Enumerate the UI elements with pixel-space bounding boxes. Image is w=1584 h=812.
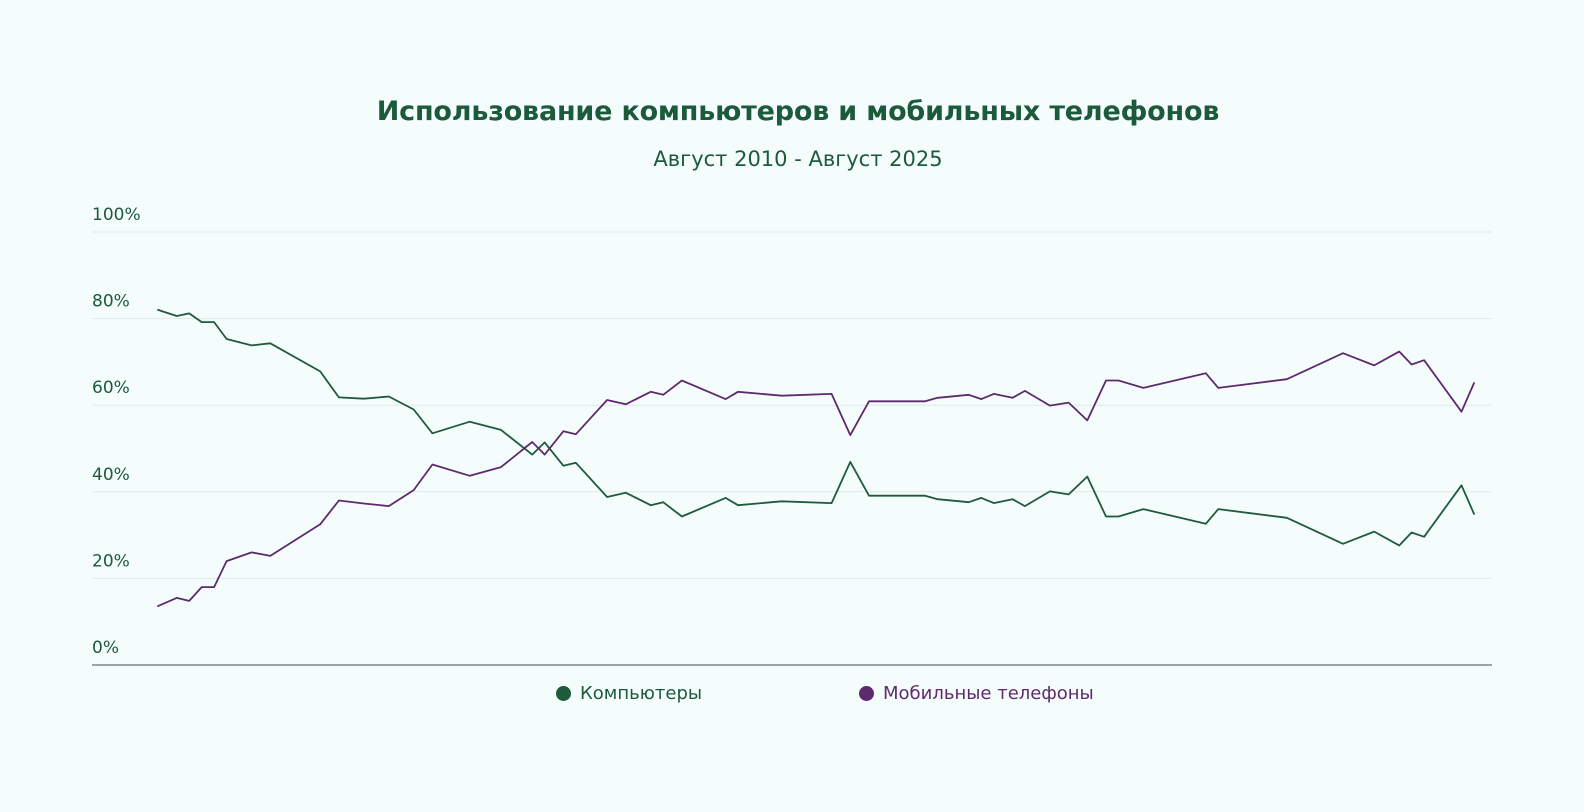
y-axis-ticks: 0% 20% 40% 60% 80% 100%	[92, 205, 141, 658]
y-tick-label: 40%	[92, 465, 130, 485]
y-tick-label: 100%	[92, 205, 141, 225]
legend: Компьютеры Мобильные телефоны	[0, 680, 1584, 710]
y-tick-label: 20%	[92, 551, 130, 571]
legend-item-mobile-phones[interactable]: Мобильные телефоны	[859, 680, 1094, 706]
series-line-mobile-phones	[157, 350, 1475, 607]
y-tick-label: 80%	[92, 292, 130, 312]
chart-subtitle: Август 2010 - Август 2025	[653, 147, 943, 171]
legend-swatch-mobile-phones	[859, 685, 874, 701]
y-tick-label: 0%	[92, 638, 119, 658]
series-lines	[157, 308, 1475, 607]
gridlines	[92, 231, 1492, 579]
legend-swatch-computers	[556, 685, 571, 701]
chart-title: Использование компьютеров и мобильных те…	[376, 96, 1220, 127]
legend-item-computers[interactable]: Компьютеры	[556, 680, 702, 706]
legend-label-computers: Компьютеры	[580, 682, 703, 704]
y-tick-label: 60%	[92, 378, 130, 398]
series-line-computers	[157, 308, 1475, 547]
legend-label-mobile-phones: Мобильные телефоны	[883, 682, 1094, 704]
